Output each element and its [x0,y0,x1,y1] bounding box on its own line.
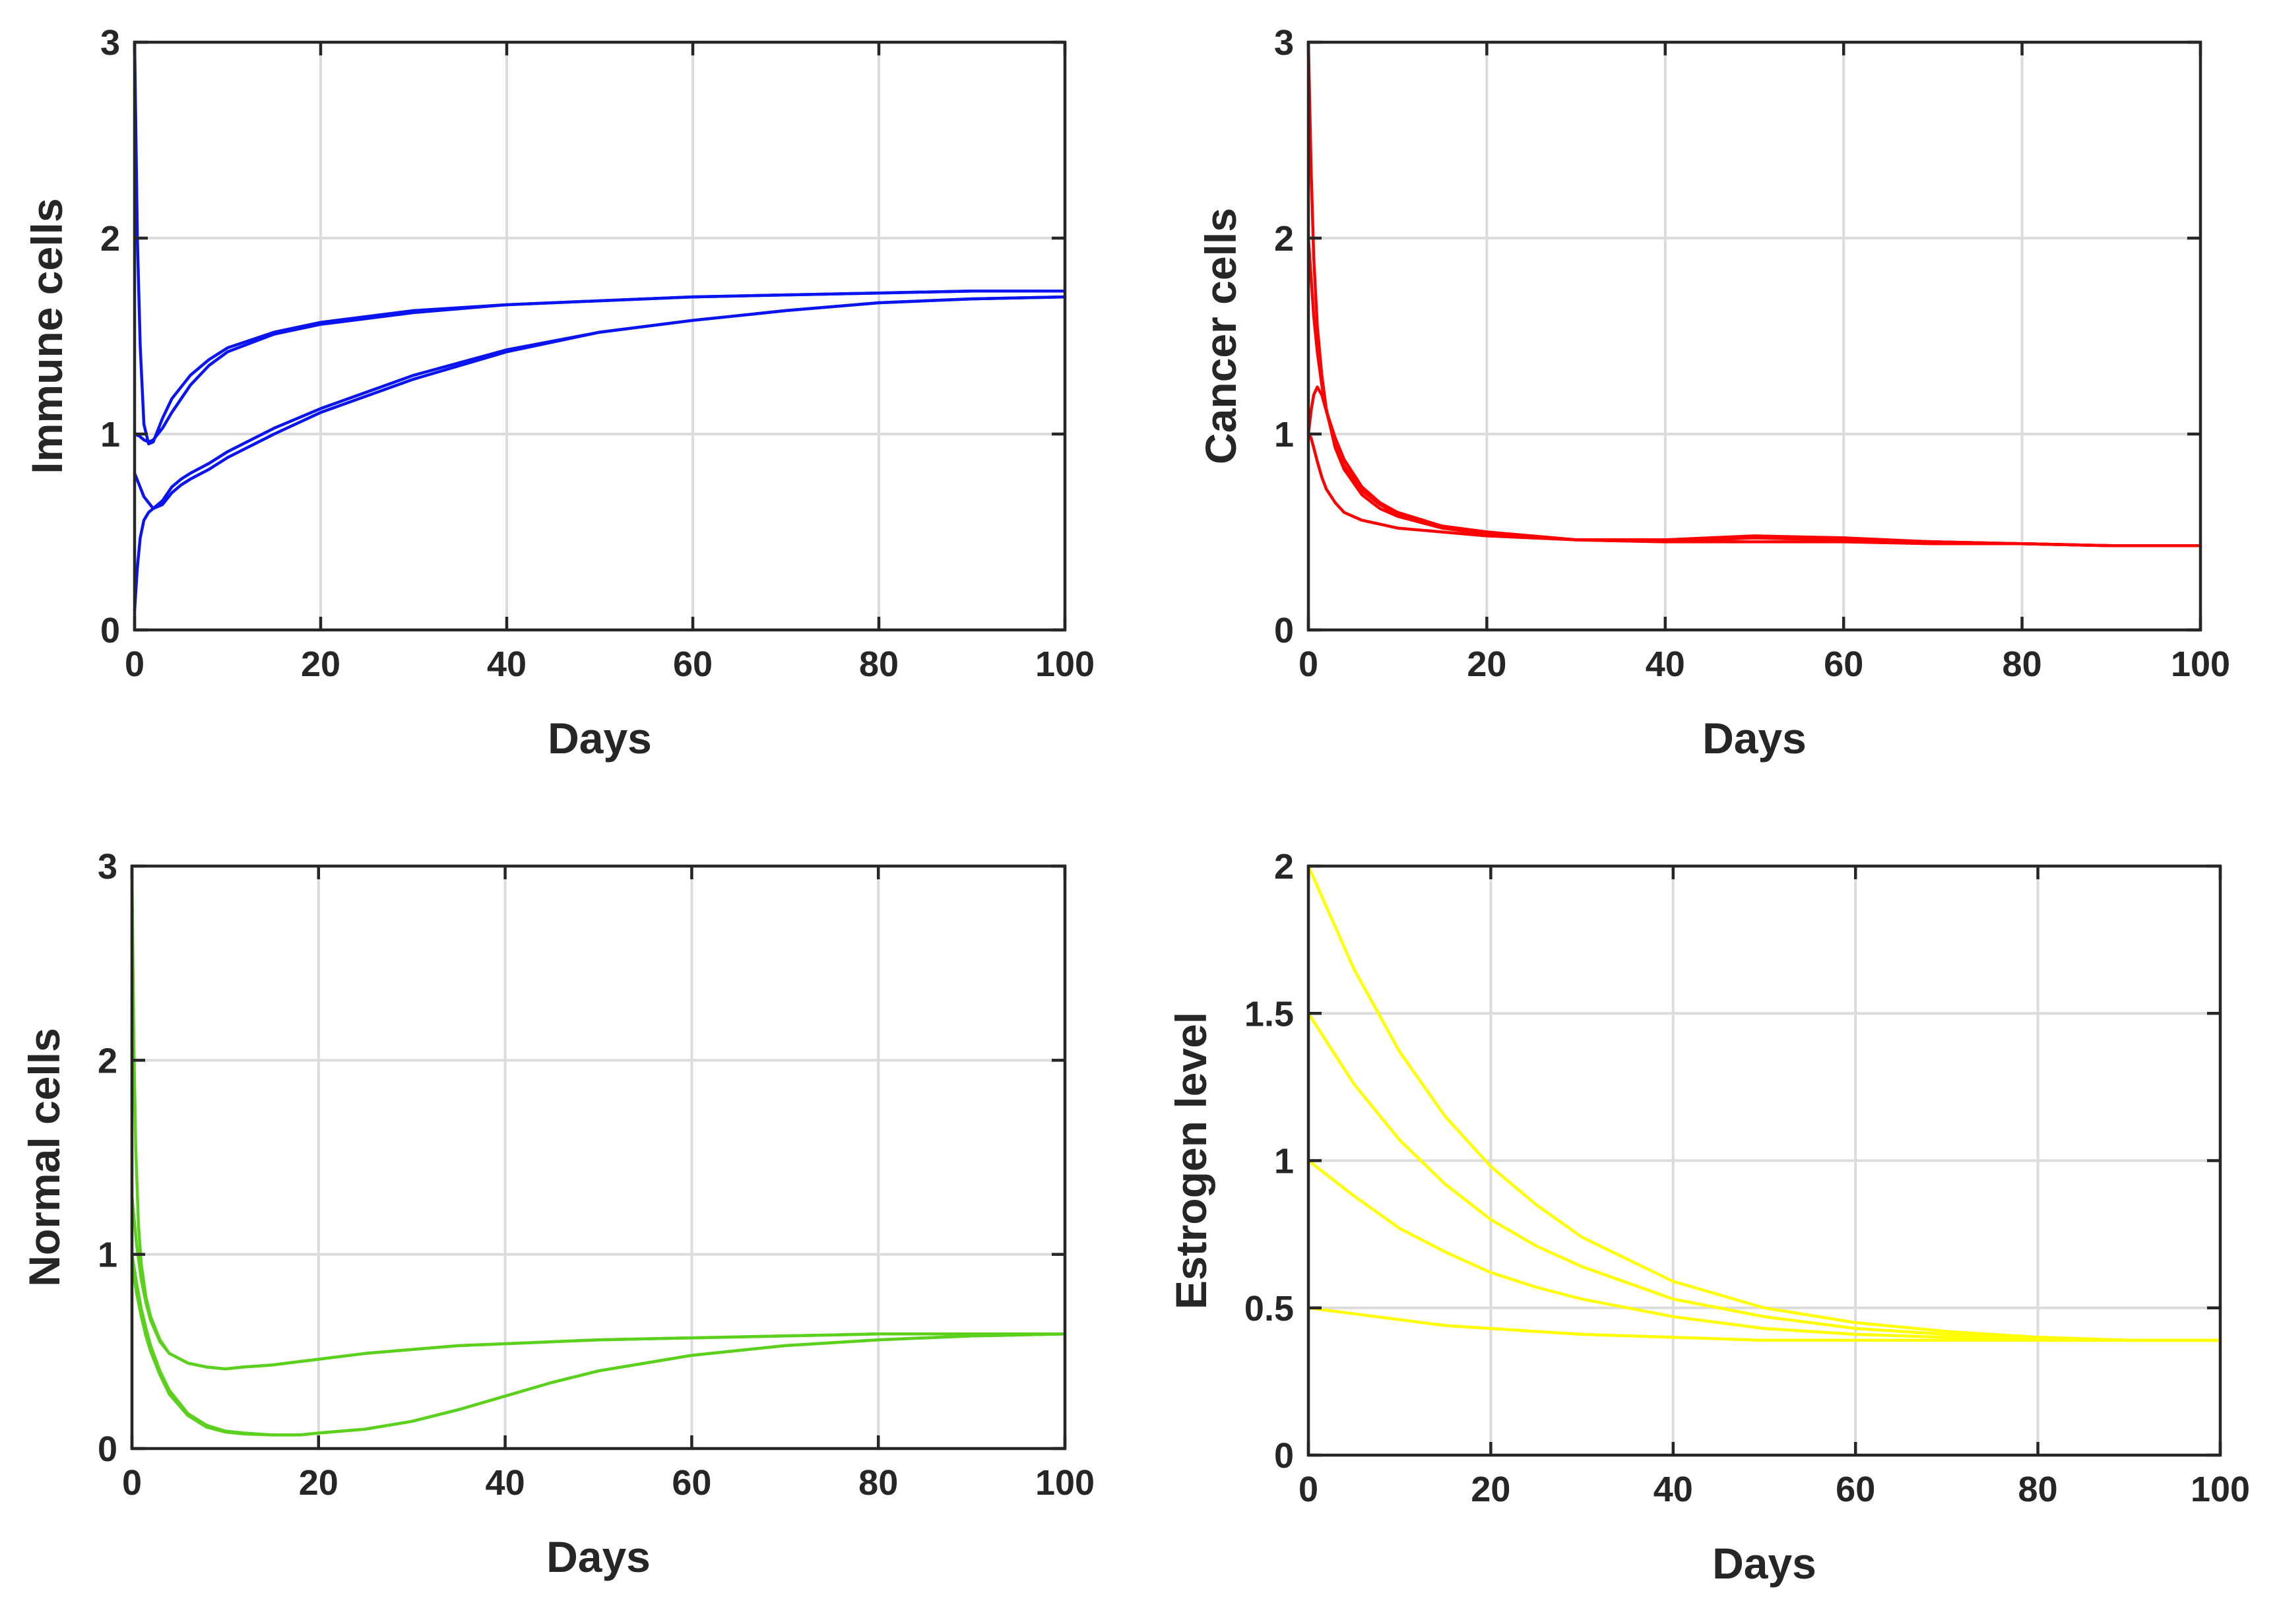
x-tick-label: 100 [2191,1470,2250,1509]
normal-cells-series-2 [130,1195,1067,1371]
y-tick-label: 3 [98,847,117,887]
y-tick-label: 2 [98,1041,117,1080]
y-tick-label: 1 [1274,415,1294,454]
y-tick-label: 1.5 [1244,994,1294,1034]
x-tick-label: 0 [122,1463,142,1503]
normal-cells-series-4 [130,1263,1067,1437]
cancer-cells-series-4 [1306,432,2202,547]
y-tick-label: 3 [1274,23,1294,63]
x-tick-label: 80 [858,1463,898,1503]
x-tick-label: 40 [486,1463,525,1503]
plot-area [132,866,1065,1449]
y-tick-label: 3 [100,23,120,63]
x-tick-label: 100 [1035,1463,1095,1503]
normal-cells-panel: 0 20 40 60 80 100 0 1 2 3 Days Normal cells [20,847,1095,1581]
x-tick-label: 20 [1471,1470,1510,1509]
x-tick-label: 40 [1653,1470,1693,1509]
x-tick-label: 0 [125,644,144,684]
axes-frame [130,864,1067,1451]
x-tick-label: 20 [301,644,340,684]
x-tick-label: 80 [859,644,899,684]
y-axis-label: Immune cells [22,198,71,474]
x-tick-label: 20 [299,1463,338,1503]
x-tick-label: 80 [2018,1470,2058,1509]
cancer-cells-panel: 0 20 40 60 80 100 0 1 2 3 Days Cancer cells [1196,23,2230,763]
estrogen-level-series-4 [1306,1306,2222,1342]
y-tick-label: 0 [1274,611,1294,650]
y-axis-label: Estrogen level [1167,1012,1215,1309]
immune-cells-series-4 [133,295,1067,612]
x-tick-label: 60 [1824,644,1863,684]
y-tick-label: 1 [98,1235,117,1275]
immune-cells-panel: 0 20 40 60 80 100 0 1 2 3 Days Immune cells [22,23,1095,763]
y-tick-label: 2 [100,219,120,259]
y-axis-label: Cancer cells [1196,208,1245,464]
y-tick-label: 0 [100,611,120,650]
y-tick-label: 0.5 [1244,1289,1294,1328]
axes-frame [133,40,1067,632]
y-axis-label: Normal cells [20,1028,69,1287]
immune-cells-series-2 [133,289,1067,444]
x-tick-label: 0 [1299,644,1318,684]
x-tick-label: 100 [2171,644,2230,684]
x-axis-label: Days [546,1532,651,1581]
x-tick-label: 60 [672,1463,711,1503]
x-tick-label: 80 [2003,644,2042,684]
plot-area [135,42,1065,630]
y-tick-label: 1 [1274,1142,1294,1181]
x-tick-label: 60 [1836,1470,1875,1509]
y-tick-label: 2 [1274,847,1294,887]
x-tick-label: 60 [673,644,713,684]
x-axis-label: Days [1702,714,1807,763]
estrogen-level-series-2 [1306,1012,2222,1342]
x-tick-label: 40 [487,644,527,684]
x-axis-label: Days [548,714,652,763]
x-tick-label: 100 [1035,644,1095,684]
x-axis-label: Days [1712,1539,1816,1588]
y-tick-label: 0 [98,1429,117,1469]
axes-frame [1306,40,2202,632]
x-tick-label: 0 [1299,1470,1318,1509]
y-tick-label: 2 [1274,219,1294,259]
y-tick-label: 1 [100,415,120,454]
x-tick-label: 40 [1646,644,1685,684]
x-tick-label: 20 [1467,644,1506,684]
y-tick-label: 0 [1274,1436,1294,1476]
estrogen-level-panel: 0 20 40 60 80 100 0 0.5 1 1.5 2 Days Estrogen level [1167,847,2250,1588]
cancer-cells-series-3 [1306,385,2202,547]
